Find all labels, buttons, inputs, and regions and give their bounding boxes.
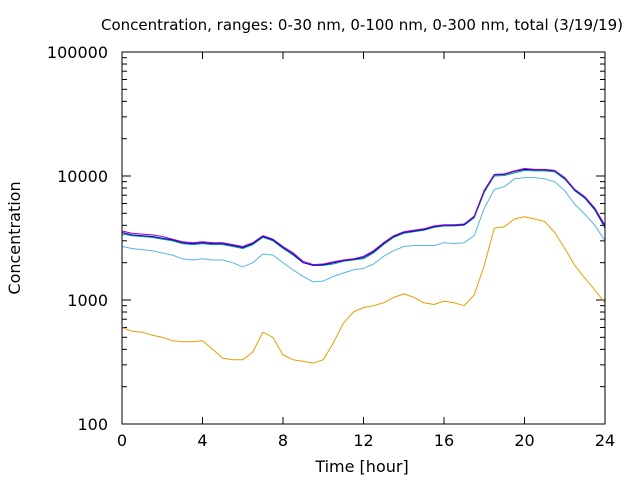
x-tick-label: 24 (595, 431, 615, 450)
y-tick-label: 100000 (47, 43, 108, 62)
series-line-5 (121, 168, 606, 266)
y-tick-label: 100 (77, 415, 108, 434)
y-tick-label: 10000 (57, 167, 108, 186)
y-axis-ticks: 100 1000 10000 100000 (47, 43, 605, 434)
series-lines (121, 168, 606, 364)
series-line-3 (121, 169, 606, 266)
y-tick-label: 1000 (67, 291, 108, 310)
series-line-2 (121, 177, 606, 283)
series-line-4 (121, 168, 606, 266)
x-tick-label: 12 (353, 431, 373, 450)
x-tick-label: 0 (117, 431, 127, 450)
x-axis-label: Time [hour] (314, 457, 408, 476)
y-axis-label: Concentration (5, 181, 24, 294)
x-tick-label: 8 (278, 431, 288, 450)
x-tick-label: 16 (434, 431, 454, 450)
x-axis-ticks: 0 4 8 12 16 20 24 (117, 52, 615, 450)
x-tick-label: 20 (514, 431, 534, 450)
plot-frame (121, 51, 606, 425)
series-line-1 (121, 216, 606, 364)
chart-title: Concentration, ranges: 0-30 nm, 0-100 nm… (101, 16, 623, 34)
x-tick-label: 4 (197, 431, 207, 450)
